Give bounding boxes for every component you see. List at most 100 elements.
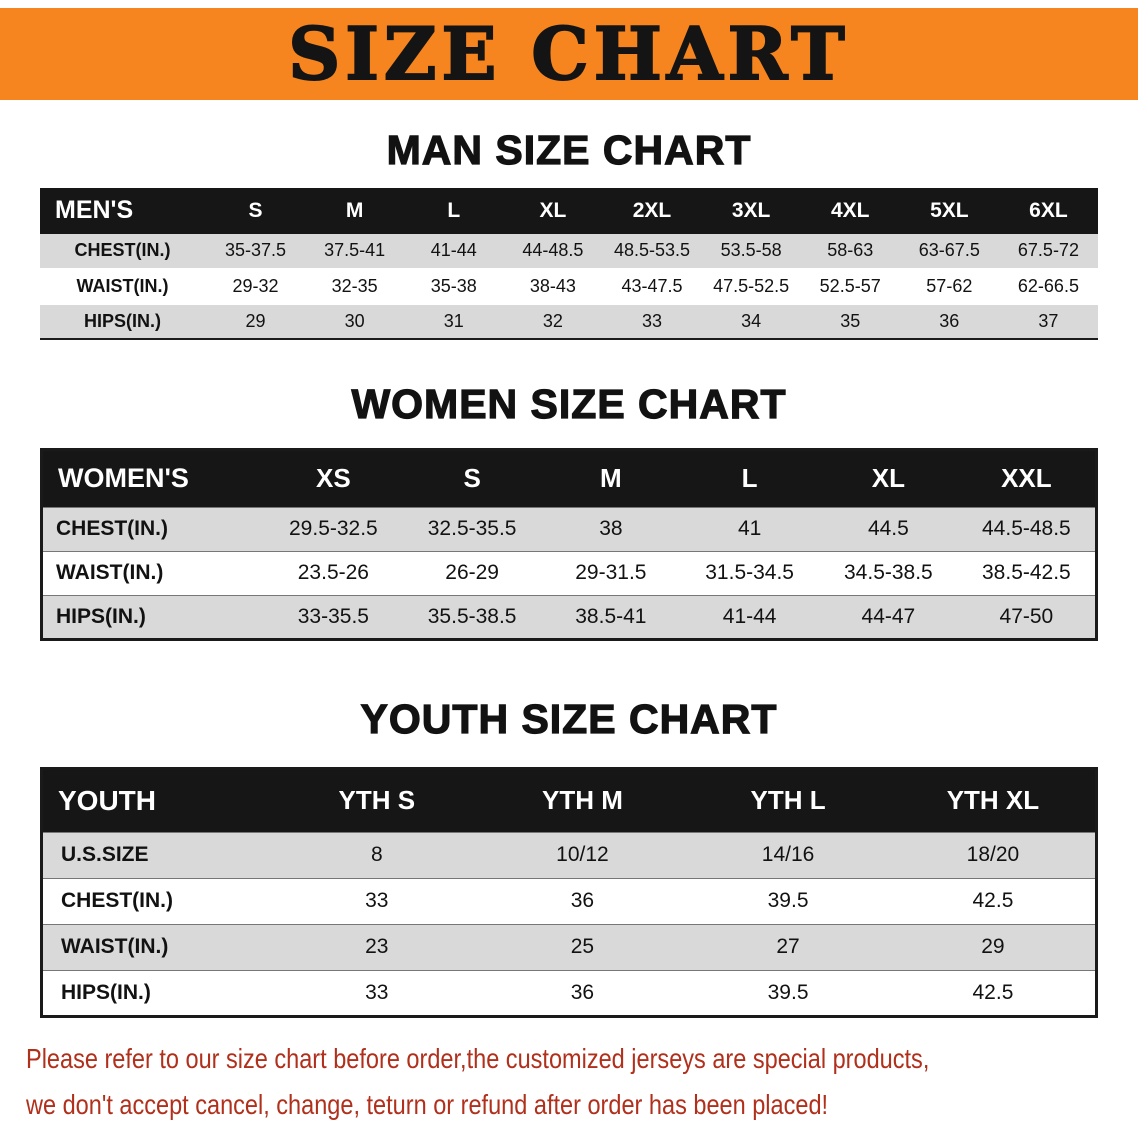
size-value-cell: 44.5 [867,517,909,541]
table-row: CHEST(IN.) 33 36 39.5 42.5 [41,878,1097,925]
size-column-header: L [404,187,504,234]
size-value-cell: 58-63 [827,240,874,261]
row-label: U.S.SIZE [61,843,149,867]
size-value-cell: 33 [641,310,662,331]
size-column-header: 4XL [800,187,900,234]
size-value-cell: 35-37.5 [225,240,287,261]
youth-size-table: YOUTH YTH S YTH M YTH L YTH XL U.S.SIZE 8 10/12… [40,766,1098,1018]
table-row: HIPS(IN.) 33 36 39.5 42.5 [41,970,1097,1017]
size-value-cell: 44.5-48.5 [982,517,1071,541]
row-label: HIPS(IN.) [61,980,151,1004]
size-value-cell: 26-29 [445,561,499,585]
size-value-cell: 44-47 [861,604,916,628]
men-section-heading: MAN SIZE CHART [386,126,752,173]
size-chart-page: SIZE CHART MAN SIZE CHART MEN'S S M L XL 2XL 3… [0,8,1138,1128]
row-label: HIPS(IN.) [56,604,146,628]
men-size-table: MEN'S S M L XL 2XL 3XL 4XL 5XL 6XL CHEST(IN.) 35-37… [40,187,1098,340]
size-value-cell: 32-35 [331,275,378,296]
table-row: WAIST(IN.) 29-32 32-35 35-38 38-43 43-47.5 47.… [40,268,1098,304]
size-value-cell: 23 [365,935,389,959]
size-column-header: S [402,449,542,508]
page-title: SIZE CHART [287,11,850,96]
table-row: CHEST(IN.) 35-37.5 37.5-41 41-44 44-48.5 48.5… [40,233,1098,269]
size-value-cell: 38-43 [529,275,576,296]
table-title-cell: WOMEN'S [41,449,264,508]
size-value-cell: 31.5-34.5 [705,561,794,585]
size-column-header: 3XL [701,187,801,234]
size-value-cell: 30 [344,310,365,331]
youth-section-heading: YOUTH SIZE CHART [360,695,778,742]
size-value-cell: 36 [570,889,595,913]
table-header-row: MEN'S S M L XL 2XL 3XL 4XL 5XL 6XL [40,187,1098,234]
size-value-cell: 47.5-52.5 [713,275,790,296]
row-label: WAIST(IN.) [56,561,164,585]
size-value-cell: 63-67.5 [918,240,980,261]
size-value-cell: 47-50 [999,604,1054,628]
disclaimer: Please refer to our size chart before or… [26,1036,1138,1128]
size-column-header: 5XL [899,187,999,234]
size-value-cell: 34 [741,310,762,331]
table-row: U.S.SIZE 8 10/12 14/16 18/20 [41,832,1097,879]
size-column-header: L [680,449,819,508]
table-row: WAIST(IN.) 23 25 27 29 [41,924,1097,971]
women-size-table: WOMEN'S XS S M L XL XXL CHEST(IN.) 29.5-32.5 32.5… [40,447,1098,641]
size-value-cell: 37 [1038,310,1059,331]
size-value-cell: 32 [542,310,563,331]
disclaimer-line-2: we don't accept cancel, change, teturn o… [26,1088,829,1120]
size-value-cell: 41-44 [430,240,477,261]
size-value-cell: 35.5-38.5 [427,604,517,628]
size-value-cell: 39.5 [767,889,809,913]
size-column-header: YTH L [685,768,891,833]
size-value-cell: 35-38 [430,275,477,296]
disclaimer-line-1: Please refer to our size chart before or… [26,1042,930,1074]
table-row: HIPS(IN.) 33-35.5 35.5-38.5 38.5-41 41-44 44-… [41,595,1097,640]
size-value-cell: 37.5-41 [324,240,386,261]
size-value-cell: 67.5-72 [1017,240,1079,261]
size-column-header: YTH S [274,768,480,833]
size-column-header: S [206,187,306,234]
size-value-cell: 36 [570,980,595,1004]
size-value-cell: 38.5-41 [575,604,647,628]
size-column-header: XS [264,449,403,508]
size-value-cell: 41 [737,517,762,541]
size-value-cell: 29-32 [232,275,279,296]
women-section-heading: WOMEN SIZE CHART [351,380,787,427]
size-column-header: YTH XL [890,768,1097,833]
row-label: WAIST(IN.) [76,275,169,296]
size-value-cell: 53.5-58 [720,240,782,261]
row-label: WAIST(IN.) [61,935,169,959]
size-value-cell: 33 [365,980,389,1004]
size-value-cell: 25 [570,935,595,959]
size-value-cell: 33 [365,889,389,913]
size-value-cell: 62-66.5 [1017,275,1079,296]
size-value-cell: 57-62 [926,275,973,296]
size-column-header: XL [819,449,958,508]
size-value-cell: 52.5-57 [819,275,881,296]
size-value-cell: 14/16 [761,843,815,867]
size-value-cell: 38 [599,517,623,541]
size-value-cell: 41-44 [722,604,777,628]
row-label: CHEST(IN.) [56,517,168,541]
size-column-header: M [541,449,681,508]
size-column-header: XL [503,187,603,234]
size-value-cell: 33-35.5 [297,604,369,628]
size-column-header: YTH M [479,768,686,833]
size-value-cell: 36 [939,310,960,331]
size-value-cell: 43-47.5 [621,275,683,296]
size-value-cell: 18/20 [966,843,1020,867]
row-label: HIPS(IN.) [83,310,161,331]
size-value-cell: 29.5-32.5 [289,517,378,541]
size-column-header: 2XL [602,187,702,234]
section-youth: YOUTH SIZE CHART YOUTH YTH S YTH M YTH L YTH… [0,695,1138,1018]
size-value-cell: 34.5-38.5 [844,561,933,585]
size-value-cell: 27 [776,935,800,959]
size-value-cell: 44-48.5 [522,240,584,261]
table-title-cell: YOUTH [41,768,274,833]
row-label: CHEST(IN.) [74,240,171,261]
table-row: WAIST(IN.) 23.5-26 26-29 29-31.5 31.5-34.5 34… [41,551,1097,596]
size-column-header: 6XL [998,187,1098,234]
size-value-cell: 39.5 [767,980,809,1004]
size-value-cell: 35 [840,310,861,331]
banner: SIZE CHART [0,8,1138,100]
section-women: WOMEN SIZE CHART WOMEN'S XS S M L XL XXL CHEST(… [0,380,1138,641]
